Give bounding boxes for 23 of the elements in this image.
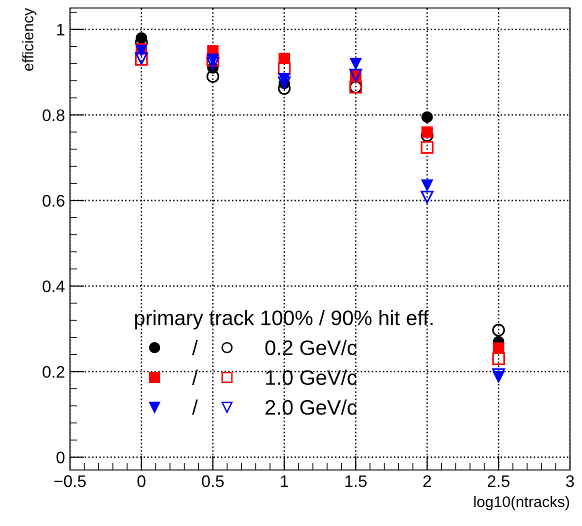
x-axis-title: log10(ntracks) [474, 496, 570, 510]
legend-label: 0.2 GeV/c [265, 340, 357, 356]
legend-label: 1.0 GeV/c [266, 370, 357, 385]
annotation: / [192, 340, 198, 356]
annotation: / [192, 399, 198, 415]
x-tick-label: −0.5 [54, 475, 86, 488]
y-tick-label: 0 [56, 452, 64, 464]
y-tick-label: 0.4 [42, 280, 65, 292]
x-tick-label: 3 [566, 475, 574, 488]
x-tick-label: 1 [280, 475, 288, 487]
annotation: / [192, 370, 198, 385]
legend-title: primary track 100% / 90% hit eff. [135, 310, 433, 330]
y-axis-title: efficiency [22, 8, 36, 71]
x-tick-label: 1.5 [345, 475, 367, 488]
y-tick-label: 0.6 [42, 194, 64, 207]
y-tick-label: 1 [57, 24, 64, 36]
x-tick-label: 0.5 [202, 475, 224, 488]
legend-label: 2.0 GeV/c [266, 399, 357, 415]
y-tick-label: 0.8 [42, 109, 64, 122]
x-tick-label: 2 [423, 475, 431, 487]
x-tick-label: 0 [137, 475, 146, 488]
x-tick-label: 2.5 [488, 475, 510, 488]
y-tick-label: 0.2 [42, 366, 64, 378]
